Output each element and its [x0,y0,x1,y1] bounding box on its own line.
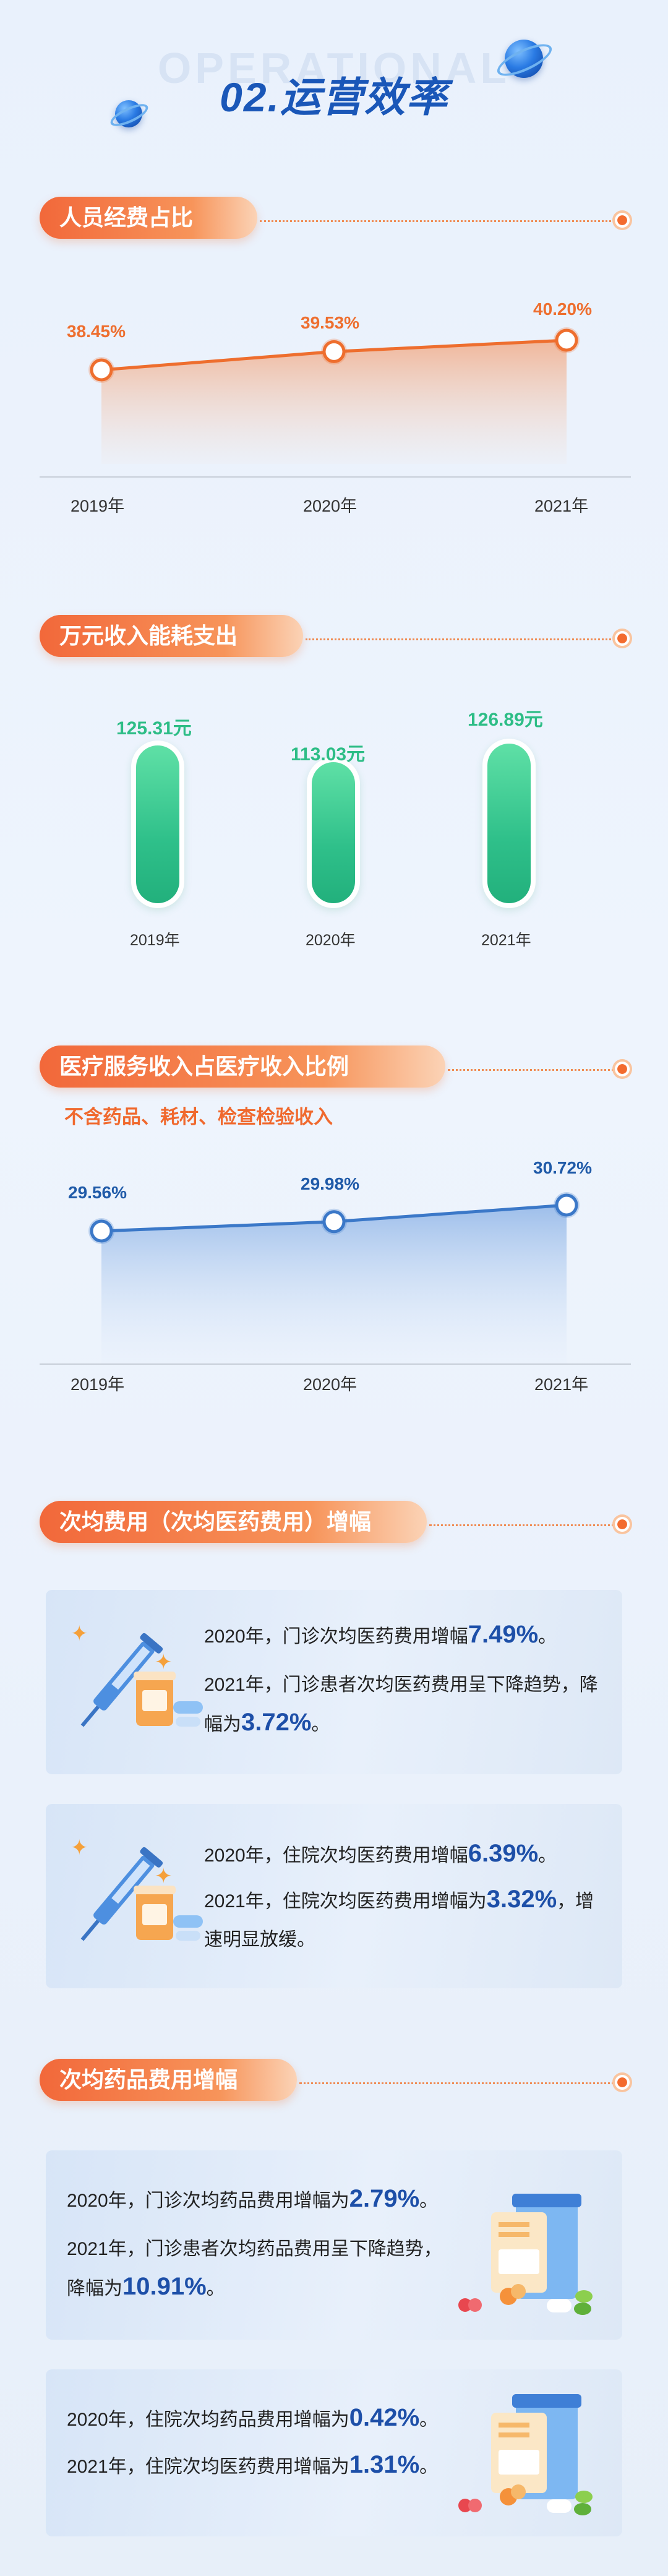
sparkle-icon: ✦ [71,1622,88,1646]
card-line: 2020年，住院次均医药费用增幅6.39%。 [204,1840,557,1867]
section-marker-icon [612,1059,632,1079]
bar-fill [312,762,355,903]
section-subnote: 不含药品、耗材、检查检验收入 [64,1106,333,1128]
section-title-service-income-ratio: 医疗服务收入占医疗收入比例 [40,1045,445,1088]
bar-fill [487,744,531,903]
data-label: 29.98% [301,1174,359,1193]
x-tick-label: 2020年 [306,932,356,949]
info-card-inpatient-cost: ✦ ✦ 2020年，住院次均医药费用增幅6.39%。 2021年，住院次均医药费… [46,1804,622,1988]
x-tick-label: 2019年 [71,1375,125,1394]
info-card-inpatient-drug-cost: 2020年，住院次均药品费用增幅为0.42%。 2021年，住院次均医药费用增幅… [46,2369,622,2536]
syringe-icon [80,1847,203,1941]
data-label: 126.89元 [468,710,543,730]
bar [482,739,536,908]
data-point [555,328,578,352]
medicine-bottle-icon [458,2194,593,2315]
data-label: 40.20% [533,299,592,319]
x-tick-label: 2021年 [534,497,589,515]
data-point [90,1219,113,1243]
x-axis [40,1363,631,1365]
x-tick-label: 2019年 [71,497,125,515]
section-divider [260,220,630,222]
card-line: 2021年，住院次均医药费用增幅为3.32%，增 [204,1886,594,1913]
card-line: 幅为3.72%。 [204,1709,330,1736]
data-point [322,1210,346,1234]
card-line: 2020年，门诊次均药品费用增幅为2.79%。 [67,2185,439,2212]
header-background-word: OPERATIONAL [157,44,511,92]
x-tick-label: 2020年 [303,497,358,515]
section-marker-icon [612,210,632,230]
data-point [322,340,346,363]
section-title-avg-drug-cost-growth: 次均药品费用增幅 [40,2059,297,2101]
section-divider [306,638,630,640]
service-income-ratio-line-chart [88,1192,580,1363]
info-card-outpatient-drug-cost: 2020年，门诊次均药品费用增幅为2.79%。 2021年，门诊患者次均药品费用… [46,2150,622,2340]
staff-cost-line-chart [88,327,580,464]
sparkle-icon: ✦ [155,1865,173,1888]
page-title: 02.运营效率 [220,74,448,120]
card-line: 2021年，门诊患者次均药品费用呈下降趋势， [67,2239,442,2259]
card-line: 2020年，门诊次均医药费用增幅7.49%。 [204,1621,557,1648]
card-line: 2021年，住院次均医药费用增幅为1.31%。 [67,2451,439,2478]
info-card-outpatient-cost: ✦ ✦ 2020年，门诊次均医药费用增幅7.49%。 2021年，门诊患者次均医… [46,1590,622,1774]
x-tick-label: 2019年 [130,932,180,949]
section-divider [429,1524,630,1526]
section-title-energy-cost: 万元收入能耗支出 [40,615,303,657]
card-line: 速明显放缓。 [204,1930,315,1950]
bar [307,757,360,908]
area-fill [101,1205,567,1363]
section-title-avg-medical-cost-growth: 次均费用（次均医药费用）增幅 [40,1501,427,1543]
data-label: 30.72% [533,1158,592,1177]
x-tick-label: 2021年 [481,932,531,949]
syringe-icon [80,1633,203,1727]
section-divider [448,1069,630,1071]
section-marker-icon [612,2072,632,2092]
data-label: 29.56% [68,1183,127,1202]
data-point [555,1193,578,1217]
sparkle-icon: ✦ [155,1651,173,1674]
card-line: 2020年，住院次均药品费用增幅为0.42%。 [67,2404,439,2431]
card-line: 降幅为10.91%。 [67,2273,225,2300]
bar [131,741,184,908]
section-marker-icon [612,1514,632,1534]
data-label: 113.03元 [291,744,366,765]
section-divider [299,2082,630,2084]
sparkle-icon: ✦ [71,1836,88,1860]
section-title-staff-cost: 人员经费占比 [40,197,257,239]
data-point [90,358,113,382]
area-fill [101,340,567,464]
section-marker-icon [612,629,632,648]
data-label: 38.45% [67,322,126,341]
card-line: 2021年，门诊患者次均医药费用呈下降趋势，降 [204,1675,598,1695]
bar-fill [136,745,179,903]
x-axis [40,476,631,478]
x-tick-label: 2021年 [534,1375,589,1394]
data-label: 39.53% [301,313,359,332]
medicine-bottle-icon [458,2394,593,2515]
x-tick-label: 2020年 [303,1375,358,1394]
data-label: 125.31元 [116,718,192,739]
